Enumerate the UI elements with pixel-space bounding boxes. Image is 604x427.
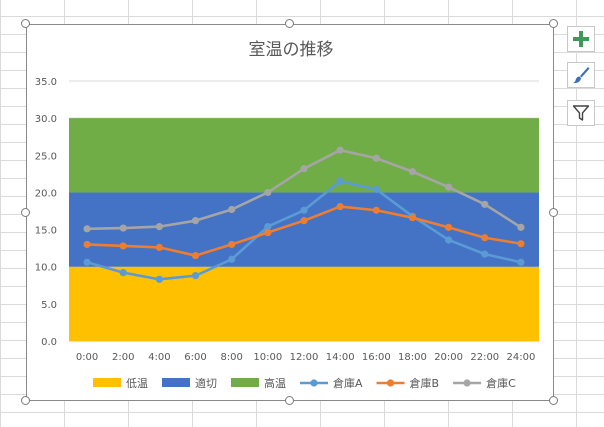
data-point-倉庫A[interactable] [264, 223, 272, 231]
legend-label-倉庫A[interactable]: 倉庫A [333, 376, 363, 390]
x-tick-label: 16:00 [362, 352, 391, 363]
band-areas [69, 118, 539, 341]
data-point-倉庫B[interactable] [517, 240, 525, 248]
data-point-倉庫B[interactable] [155, 243, 163, 251]
legend-label-倉庫C[interactable]: 倉庫C [486, 376, 516, 390]
x-tick-label: 22:00 [470, 352, 499, 363]
plus-icon [573, 31, 589, 47]
x-tick-label: 14:00 [326, 352, 355, 363]
x-tick-label: 12:00 [290, 352, 319, 363]
chart-styles-button[interactable] [567, 62, 595, 88]
data-point-倉庫C[interactable] [83, 225, 91, 233]
data-point-倉庫B[interactable] [119, 242, 127, 250]
data-point-倉庫A[interactable] [372, 185, 380, 194]
data-point-倉庫C[interactable] [408, 168, 417, 176]
data-point-倉庫A[interactable] [83, 258, 91, 266]
data-point-倉庫C[interactable] [372, 154, 380, 162]
x-tick-label: 18:00 [398, 352, 427, 363]
x-tick-label: 20:00 [434, 352, 463, 363]
data-point-倉庫C[interactable] [517, 223, 525, 231]
data-point-倉庫A[interactable] [481, 250, 489, 258]
data-point-倉庫B[interactable] [191, 251, 200, 260]
data-point-倉庫B[interactable] [481, 234, 489, 242]
data-point-倉庫B[interactable] [264, 228, 272, 237]
funnel-icon [572, 105, 590, 121]
data-point-倉庫C[interactable] [264, 188, 272, 197]
resize-handle-middle-left[interactable] [21, 208, 30, 217]
chart-elements-button[interactable] [567, 26, 595, 52]
legend-swatch-低温 [93, 378, 121, 387]
data-point-倉庫B[interactable] [372, 206, 380, 214]
legend-label-高温[interactable]: 高温 [264, 376, 286, 390]
x-tick-label: 8:00 [220, 352, 242, 363]
resize-handle-top-left[interactable] [21, 19, 30, 28]
x-tick-label: 4:00 [148, 352, 170, 363]
data-point-倉庫B[interactable] [228, 240, 236, 249]
data-point-倉庫C[interactable] [155, 223, 163, 231]
data-point-倉庫A[interactable] [300, 206, 308, 214]
resize-handle-bottom-left[interactable] [21, 396, 30, 405]
x-tick-label: 0:00 [76, 352, 98, 363]
data-point-倉庫B[interactable] [336, 202, 344, 211]
legend-swatch-適切 [162, 378, 190, 387]
legend-label-低温[interactable]: 低温 [126, 377, 148, 390]
data-point-倉庫C[interactable] [191, 217, 200, 225]
y-tick-label: 35.0 [35, 77, 57, 88]
x-axis-labels: 0:00 2:00 4:00 6:00 8:00 10:00 12:00 14:00 16:00… [76, 352, 535, 363]
series-lines [83, 146, 525, 283]
y-axis-labels: 0.0 5.0 10.0 15.0 20.0 25.0 30.0 35.0 [35, 77, 57, 348]
chart-filters-button[interactable] [567, 100, 595, 126]
x-tick-label: 24:00 [507, 352, 536, 363]
data-point-倉庫A[interactable] [517, 258, 525, 266]
data-point-倉庫B[interactable] [83, 240, 91, 249]
legend-swatch-高温 [231, 378, 259, 387]
data-point-倉庫C[interactable] [228, 205, 236, 214]
resize-handle-bottom-center[interactable] [285, 396, 294, 405]
x-tick-label: 10:00 [253, 352, 282, 363]
data-point-倉庫A[interactable] [119, 269, 127, 277]
y-tick-label: 10.0 [35, 263, 57, 274]
band-低温[interactable] [69, 266, 539, 341]
resize-handle-middle-right[interactable] [549, 208, 558, 217]
data-point-倉庫C[interactable] [300, 165, 308, 173]
chart-canvas: 室温の推移 0.0 5.0 10.0 15.0 20.0 25.0 30.0 35.0 0:0… [35, 40, 539, 390]
band-高温[interactable] [69, 118, 539, 193]
y-tick-label: 30.0 [35, 114, 57, 125]
data-point-倉庫B[interactable] [300, 217, 308, 225]
data-point-倉庫C[interactable] [119, 224, 127, 232]
legend[interactable]: 低温 適切 高温 倉庫A 倉庫B 倉庫C [93, 376, 516, 390]
data-point-倉庫A[interactable] [228, 255, 236, 263]
band-適切[interactable] [69, 192, 539, 267]
legend-marker-倉庫A [310, 379, 318, 387]
x-tick-label: 2:00 [112, 352, 134, 363]
data-point-倉庫A[interactable] [155, 275, 163, 283]
data-point-倉庫C[interactable] [445, 183, 453, 191]
chart-title[interactable]: 室温の推移 [249, 40, 334, 60]
data-point-倉庫B[interactable] [445, 223, 453, 231]
data-point-倉庫A[interactable] [191, 272, 200, 280]
y-tick-label: 20.0 [35, 188, 57, 199]
x-tick-label: 6:00 [184, 352, 206, 363]
data-point-倉庫C[interactable] [336, 146, 344, 154]
legend-label-適切[interactable]: 適切 [195, 376, 217, 390]
y-tick-label: 0.0 [41, 337, 57, 348]
y-tick-label: 25.0 [35, 151, 57, 162]
resize-handle-bottom-right[interactable] [549, 396, 558, 405]
chart-area[interactable]: 室温の推移 0.0 5.0 10.0 15.0 20.0 25.0 30.0 35.0 0:0… [26, 24, 554, 401]
y-tick-label: 15.0 [35, 226, 57, 237]
legend-marker-倉庫C [463, 379, 471, 387]
resize-handle-top-center[interactable] [285, 19, 294, 28]
data-point-倉庫A[interactable] [445, 236, 453, 244]
data-point-倉庫A[interactable] [336, 177, 344, 185]
legend-label-倉庫B[interactable]: 倉庫B [410, 376, 440, 390]
brush-icon [573, 67, 590, 84]
data-point-倉庫C[interactable] [481, 200, 489, 208]
resize-handle-top-right[interactable] [549, 19, 558, 28]
legend-marker-倉庫B [386, 379, 395, 387]
data-point-倉庫B[interactable] [408, 214, 417, 222]
y-tick-label: 5.0 [41, 300, 57, 311]
